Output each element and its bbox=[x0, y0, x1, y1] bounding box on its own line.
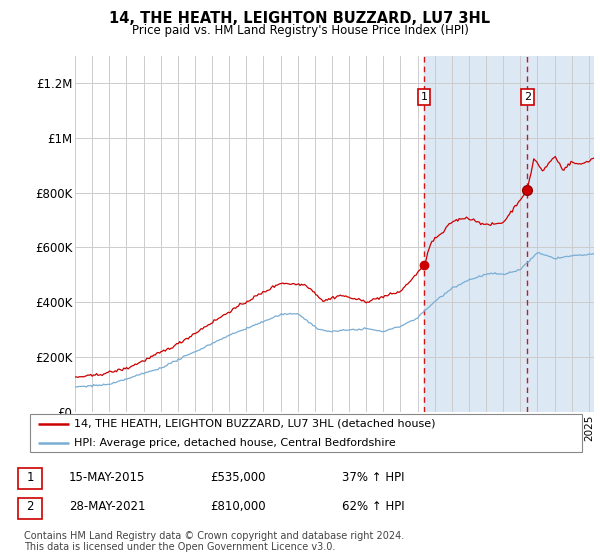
Text: HPI: Average price, detached house, Central Bedfordshire: HPI: Average price, detached house, Cent… bbox=[74, 438, 396, 448]
Bar bbox=[424, 56, 594, 412]
Text: 37% ↑ HPI: 37% ↑ HPI bbox=[342, 470, 404, 484]
Text: £535,000: £535,000 bbox=[210, 470, 265, 484]
Text: Contains HM Land Registry data © Crown copyright and database right 2024.
This d: Contains HM Land Registry data © Crown c… bbox=[24, 531, 404, 553]
Text: Price paid vs. HM Land Registry's House Price Index (HPI): Price paid vs. HM Land Registry's House … bbox=[131, 24, 469, 36]
Text: 15-MAY-2015: 15-MAY-2015 bbox=[69, 470, 145, 484]
Text: 62% ↑ HPI: 62% ↑ HPI bbox=[342, 500, 404, 514]
Text: 1: 1 bbox=[26, 470, 34, 484]
Text: 14, THE HEATH, LEIGHTON BUZZARD, LU7 3HL: 14, THE HEATH, LEIGHTON BUZZARD, LU7 3HL bbox=[109, 11, 491, 26]
FancyBboxPatch shape bbox=[30, 414, 582, 452]
Text: 1: 1 bbox=[421, 92, 427, 102]
Text: 28-MAY-2021: 28-MAY-2021 bbox=[69, 500, 146, 514]
Text: 2: 2 bbox=[26, 500, 34, 514]
Text: 2: 2 bbox=[524, 92, 531, 102]
Text: £810,000: £810,000 bbox=[210, 500, 266, 514]
Text: 14, THE HEATH, LEIGHTON BUZZARD, LU7 3HL (detached house): 14, THE HEATH, LEIGHTON BUZZARD, LU7 3HL… bbox=[74, 419, 436, 429]
